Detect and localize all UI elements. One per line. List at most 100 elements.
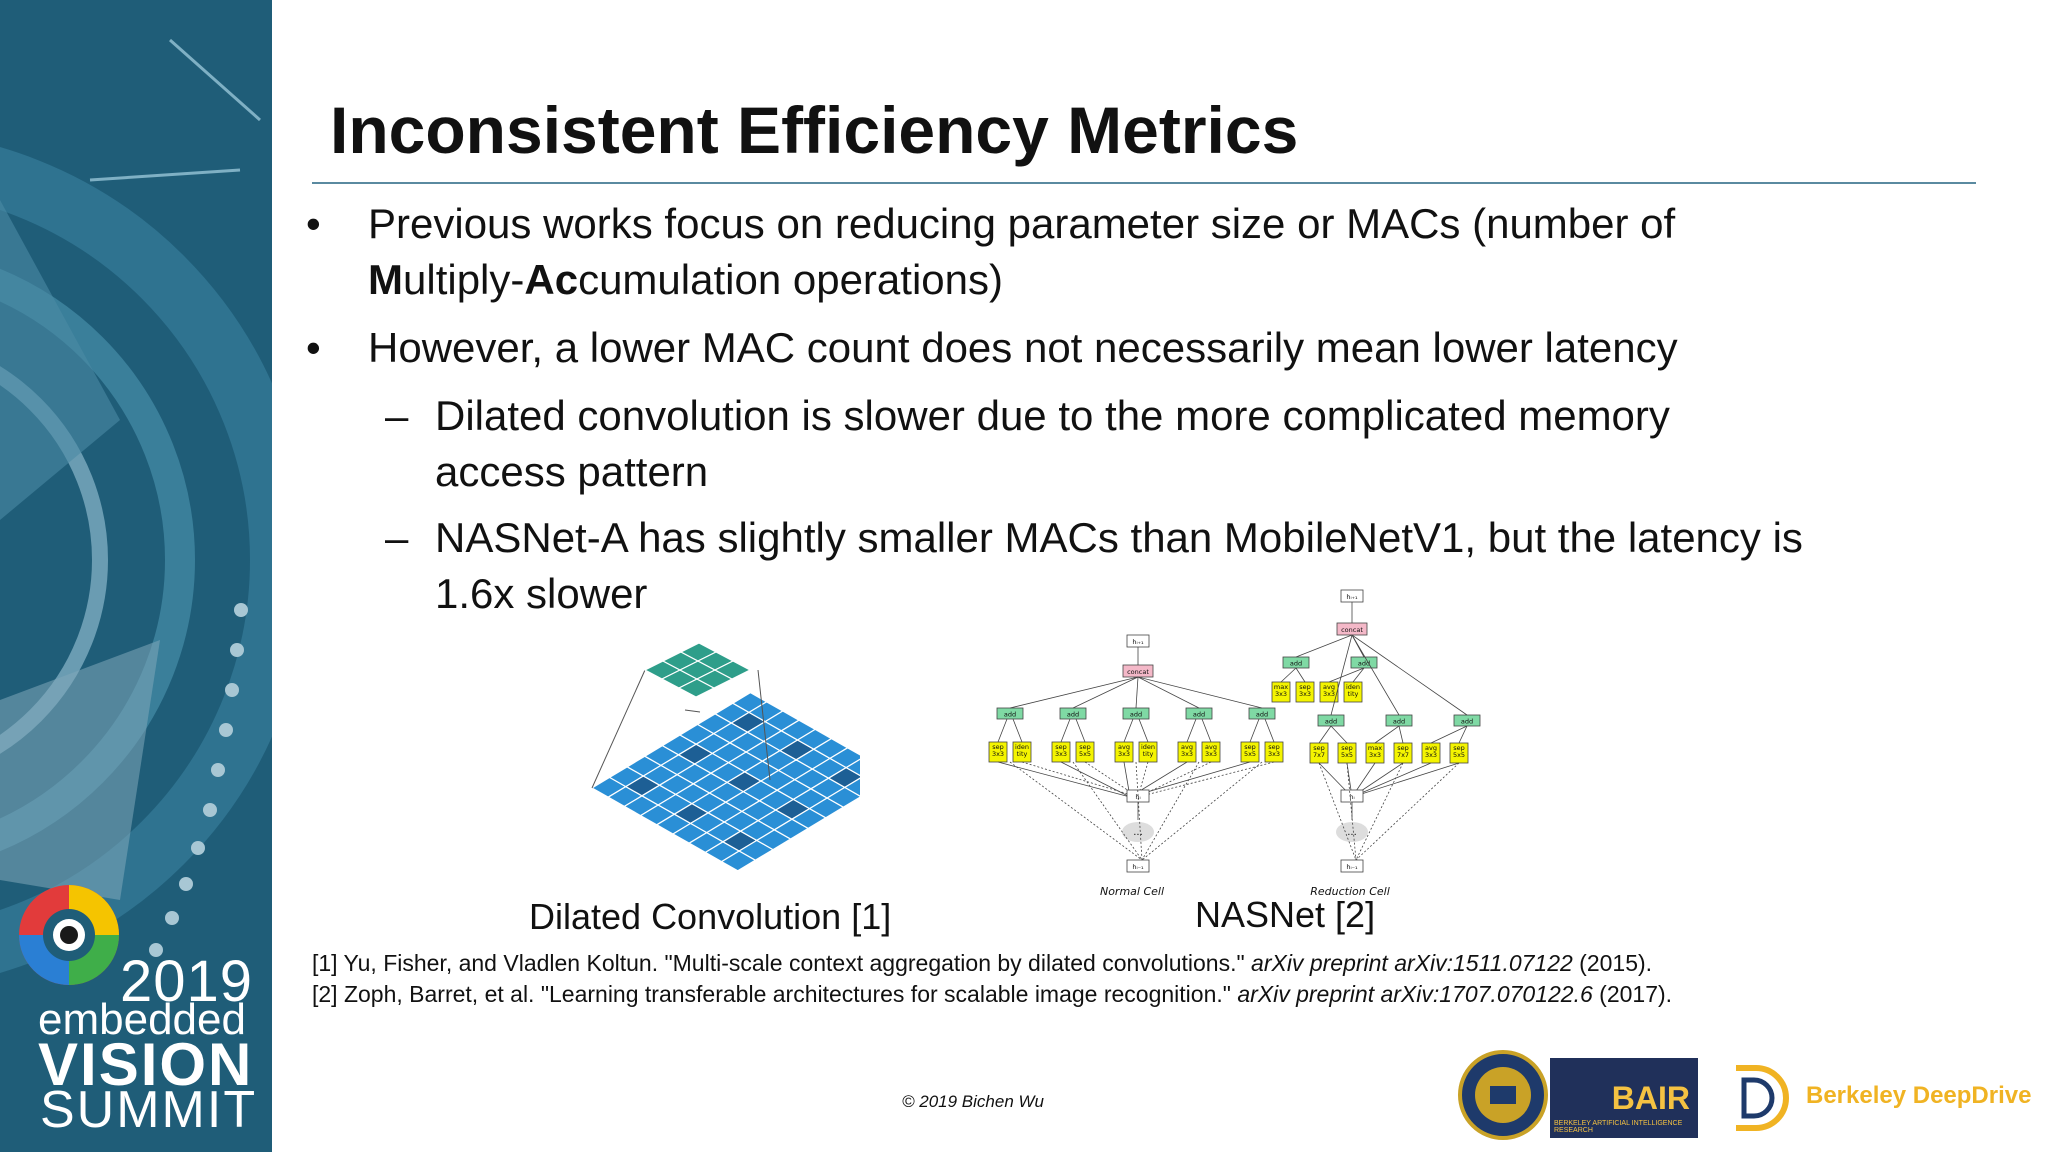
node-hprev-label: hᵢ₋₁: [1346, 863, 1358, 871]
op-node-label: 3x3: [1323, 690, 1335, 698]
summit-vision: VISION: [38, 1031, 254, 1098]
op-node-label: 3x3: [1118, 750, 1130, 758]
reference-source: arXiv preprint arXiv:1511.07122: [1251, 950, 1573, 976]
op-node-label: 5x5: [1341, 751, 1353, 759]
input-grid-cell: [845, 758, 860, 777]
add-node-label: add: [1193, 711, 1205, 719]
summit-sidebar: 2019 embedded VISION SUMMIT: [0, 0, 272, 1152]
op-node-label: 5x5: [1079, 750, 1091, 758]
bullet-text: However, a lower MAC count does not nece…: [368, 324, 1678, 371]
bullet-text: Previous works focus on reducing paramet…: [368, 200, 1676, 247]
add-node-label: add: [1461, 718, 1473, 726]
op-node-label: avg: [1181, 743, 1193, 751]
bullet-text: NASNet-A has slightly smaller MACs than …: [435, 514, 1803, 617]
op-node-label: sep: [1299, 683, 1311, 691]
output-grid-cell: [713, 660, 752, 680]
add-node-label: add: [1004, 711, 1016, 719]
title-divider: [312, 182, 1976, 184]
bullet-text: ultiply-: [403, 256, 525, 303]
nasnet-figure: hᵢ₊₁concataddsep3x3identityaddsep3x3sep5…: [988, 589, 1481, 898]
dilated-caption: Dilated Convolution [1]: [529, 896, 892, 937]
add-node-label: add: [1358, 660, 1370, 668]
op-node-label: sep: [1341, 744, 1353, 752]
reduction-cell-label: Reduction Cell: [1310, 885, 1390, 898]
reference-year: (2015).: [1572, 950, 1653, 976]
input-grid-cell: [843, 777, 860, 797]
op-node-label: max: [1274, 683, 1288, 691]
op-node-label: 7x7: [1313, 751, 1325, 759]
bair-text: BAIR: [1611, 1080, 1690, 1116]
op-node-label: tity: [1143, 750, 1154, 758]
add-node-label: add: [1393, 718, 1405, 726]
add-node-label: add: [1256, 711, 1268, 719]
node-top-label: hᵢ₊₁: [1132, 638, 1144, 646]
bullet-text: Ac: [524, 256, 579, 303]
bullet-text: M: [368, 256, 403, 303]
node-hi-label: hᵢ: [1135, 793, 1140, 801]
reference-year: (2017).: [1592, 981, 1673, 1007]
reference-item: [2] Zoph, Barret, et al. "Learning trans…: [312, 979, 1672, 1010]
dash-marker: –: [385, 392, 409, 439]
op-node-label: sep: [1079, 743, 1091, 751]
deepdrive-text: Berkeley DeepDrive: [1806, 1082, 2032, 1109]
dash-marker: –: [385, 514, 409, 561]
bullet-text: cumulation operations): [578, 256, 1003, 303]
op-node-label: sep: [1313, 744, 1325, 752]
op-node-label: avg: [1323, 683, 1335, 691]
copyright: © 2019 Bichen Wu: [902, 1092, 1044, 1111]
op-node-label: 7x7: [1397, 751, 1409, 759]
ellipsis: ...: [1347, 827, 1357, 838]
uc-seal-icon: [1458, 1050, 1548, 1140]
op-node-label: sep: [1397, 744, 1409, 752]
op-node-label: 5x5: [1244, 750, 1256, 758]
summit-year: 2019: [120, 949, 254, 1014]
nasnet-caption: NASNet [2]: [1195, 894, 1376, 935]
sidebar-decoration: [0, 38, 272, 973]
bullet-item: – Dilated convolution is slower due to th…: [306, 388, 1806, 500]
op-node-label: 3x3: [1425, 751, 1437, 759]
op-node-label: tity: [1348, 690, 1359, 698]
op-node-label: iden: [1015, 743, 1029, 751]
bair-logo: BAIR BERKELEY ARTIFICIAL INTELLIGENCE RE…: [1550, 1058, 1698, 1138]
add-node-label: add: [1067, 711, 1079, 719]
add-node-label: add: [1325, 718, 1337, 726]
op-node-label: 3x3: [1205, 750, 1217, 758]
bullet-marker: •: [306, 324, 321, 371]
references: [1] Yu, Fisher, and Vladlen Koltun. "Mul…: [312, 948, 1672, 1010]
op-node-label: 3x3: [1275, 690, 1287, 698]
slide-title: Inconsistent Efficiency Metrics: [330, 93, 1299, 167]
op-node-label: max: [1368, 744, 1382, 752]
summit-embedded: embedded: [38, 995, 246, 1044]
input-grid-cell: [828, 747, 860, 769]
op-node-label: sep: [1244, 743, 1256, 751]
bullet-list: • Previous works focus on reducing parame…: [306, 196, 1806, 632]
bullet-marker: •: [306, 200, 321, 247]
op-node-label: 3x3: [1369, 751, 1381, 759]
op-node-label: avg: [1118, 743, 1130, 751]
op-node-label: 3x3: [1055, 750, 1067, 758]
summit-logo-icon: [19, 885, 119, 985]
op-node-label: iden: [1141, 743, 1155, 751]
bullet-text: Dilated convolution is slower due to the…: [435, 392, 1670, 495]
node-hprev: [1340, 859, 1364, 873]
deepdrive-d-icon: [1736, 1065, 1789, 1131]
add-node-label: add: [1130, 711, 1142, 719]
op-node-label: avg: [1425, 744, 1437, 752]
bullet-item: • Previous works focus on reducing parame…: [306, 196, 1806, 308]
op-node-label: 3x3: [1299, 690, 1311, 698]
concat-node-label: concat: [1341, 626, 1363, 634]
op-node-label: 5x5: [1453, 751, 1465, 759]
bullet-item: – NASNet-A has slightly smaller MACs than…: [306, 510, 1806, 622]
op-node-label: sep: [1268, 743, 1280, 751]
node-top-label: hᵢ₊₁: [1346, 593, 1358, 601]
input-grid-cell: [826, 786, 860, 808]
reference-text: [1] Yu, Fisher, and Vladlen Koltun. "Mul…: [312, 950, 1252, 976]
op-node-label: 3x3: [1181, 750, 1193, 758]
reference-source: arXiv preprint arXiv:1707.070122.6: [1237, 981, 1593, 1007]
reference-item: [1] Yu, Fisher, and Vladlen Koltun. "Mul…: [312, 948, 1672, 979]
op-node-label: iden: [1346, 683, 1360, 691]
normal-cell-label: Normal Cell: [1100, 885, 1164, 898]
node-hprev-label: hᵢ₋₁: [1132, 863, 1144, 871]
op-node-label: sep: [1055, 743, 1067, 751]
op-node-label: sep: [992, 743, 1004, 751]
